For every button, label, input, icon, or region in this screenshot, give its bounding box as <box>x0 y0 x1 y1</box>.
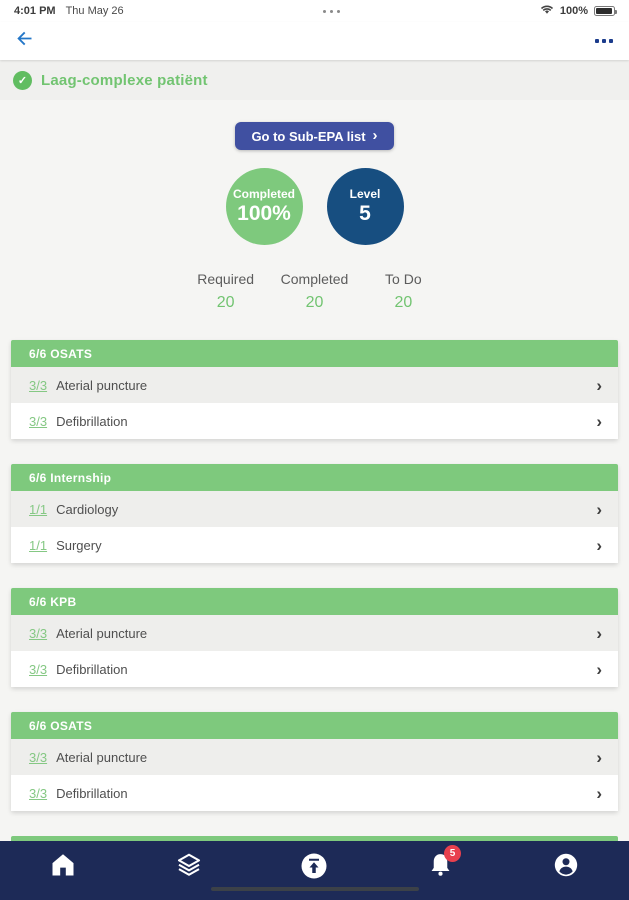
go-to-sub-epa-list-button[interactable]: Go to Sub-EPA list › <box>235 122 394 150</box>
status-date: Thu May 26 <box>65 5 124 17</box>
status-bar: 4:01 PM Thu May 26 100% <box>0 0 629 22</box>
section-osats-1: 6/6 OSATS 3/3 Aterial puncture › 3/3 Def… <box>11 340 618 439</box>
item-label: Cardiology <box>56 501 119 517</box>
stat-value: 20 <box>394 294 413 311</box>
list-item[interactable]: 3/3 Aterial puncture › <box>11 739 618 775</box>
item-label: Defibrillation <box>56 661 128 677</box>
list-item[interactable]: 3/3 Defibrillation › <box>11 775 618 811</box>
profile-icon <box>552 851 580 884</box>
item-count-link[interactable]: 3/3 <box>29 377 48 393</box>
battery-percent: 100% <box>559 5 588 17</box>
item-label: Aterial puncture <box>56 625 148 641</box>
bottom-nav-bar: 5 <box>0 841 629 900</box>
stat-completed: Completed 20 <box>281 271 349 312</box>
chevron-right-icon: › <box>596 623 602 643</box>
chevron-right-icon: › <box>596 747 602 767</box>
chevron-right-icon: › <box>596 783 602 803</box>
stat-required: Required 20 <box>197 271 255 312</box>
stat-label: To Do <box>385 271 422 287</box>
nav-item-home[interactable] <box>0 841 126 900</box>
app-bar <box>0 22 629 60</box>
nav-item-profile[interactable] <box>503 841 629 900</box>
summary-circles: Completed 100% Level 5 <box>0 168 629 245</box>
item-count-link[interactable]: 3/3 <box>29 785 48 801</box>
item-count-link[interactable]: 3/3 <box>29 749 48 765</box>
item-label: Defibrillation <box>56 785 128 801</box>
completed-percentage-circle: Completed 100% <box>225 168 303 245</box>
layers-icon <box>174 851 204 886</box>
upload-circle-icon <box>299 851 329 886</box>
item-count-link[interactable]: 3/3 <box>29 413 48 429</box>
completed-circle-value: 100% <box>237 202 291 225</box>
list-item[interactable]: 3/3 Defibrillation › <box>11 403 618 439</box>
chevron-right-icon: › <box>372 127 378 144</box>
item-label: Defibrillation <box>56 413 128 429</box>
list-item[interactable]: 3/3 Aterial puncture › <box>11 615 618 651</box>
section-header: 6/6 OSATS <box>11 712 618 739</box>
stat-value: 20 <box>305 294 324 311</box>
stats-row: Required 20 Completed 20 To Do 20 <box>0 271 629 312</box>
item-count-link[interactable]: 3/3 <box>29 661 48 677</box>
nav-item-notifications[interactable]: 5 <box>377 841 503 900</box>
nav-item-upload[interactable] <box>252 841 378 900</box>
chevron-right-icon: › <box>596 659 602 679</box>
overflow-menu-button[interactable] <box>593 35 615 47</box>
section-internship: 6/6 Internship 1/1 Cardiology › 1/1 Surg… <box>11 464 618 563</box>
level-circle-value: 5 <box>359 202 371 225</box>
item-label: Surgery <box>56 537 102 553</box>
list-item[interactable]: 3/3 Defibrillation › <box>11 651 618 687</box>
chevron-right-icon: › <box>596 535 602 555</box>
home-icon <box>49 851 77 884</box>
item-count-link[interactable]: 1/1 <box>29 501 48 517</box>
list-item[interactable]: 3/3 Aterial puncture › <box>11 367 618 403</box>
battery-icon <box>594 6 617 16</box>
item-count-link[interactable]: 3/3 <box>29 625 48 641</box>
sections-list: 6/6 OSATS 3/3 Aterial puncture › 3/3 Def… <box>0 340 629 863</box>
item-label: Aterial puncture <box>56 749 148 765</box>
back-arrow-icon <box>14 28 35 54</box>
wifi-icon <box>540 4 554 18</box>
list-item[interactable]: 1/1 Cardiology › <box>11 491 618 527</box>
chevron-right-icon: › <box>596 499 602 519</box>
section-header: 6/6 KPB <box>11 588 618 615</box>
completed-circle-label: Completed <box>232 187 295 201</box>
stat-todo: To Do 20 <box>374 271 432 312</box>
stat-value: 20 <box>216 294 235 311</box>
status-time: 4:01 PM <box>14 5 56 17</box>
section-osats-2: 6/6 OSATS 3/3 Aterial puncture › 3/3 Def… <box>11 712 618 811</box>
back-button[interactable] <box>14 28 35 54</box>
section-header: 6/6 OSATS <box>11 340 618 367</box>
item-count-link[interactable]: 1/1 <box>29 537 48 553</box>
stat-label: Required <box>197 271 255 287</box>
completed-check-icon: ✓ <box>13 70 32 90</box>
home-indicator[interactable] <box>210 887 419 891</box>
level-circle-label: Level <box>349 187 381 201</box>
status-menu-dots-icon <box>323 9 341 13</box>
level-circle: Level 5 <box>326 168 404 245</box>
item-label: Aterial puncture <box>56 377 148 393</box>
chevron-right-icon: › <box>596 411 602 431</box>
sub-epa-button-label: Go to Sub-EPA list <box>251 128 366 144</box>
notifications-badge: 5 <box>444 845 462 862</box>
nav-item-layers[interactable] <box>126 841 252 900</box>
section-kpb: 6/6 KPB 3/3 Aterial puncture › 3/3 Defib… <box>11 588 618 687</box>
stat-label: Completed <box>280 271 349 287</box>
list-item[interactable]: 1/1 Surgery › <box>11 527 618 563</box>
section-header: 6/6 Internship <box>11 464 618 491</box>
page-header: ✓ Laag-complexe patiënt <box>0 60 629 100</box>
page-title: Laag-complexe patiënt <box>41 71 208 89</box>
chevron-right-icon: › <box>596 375 602 395</box>
